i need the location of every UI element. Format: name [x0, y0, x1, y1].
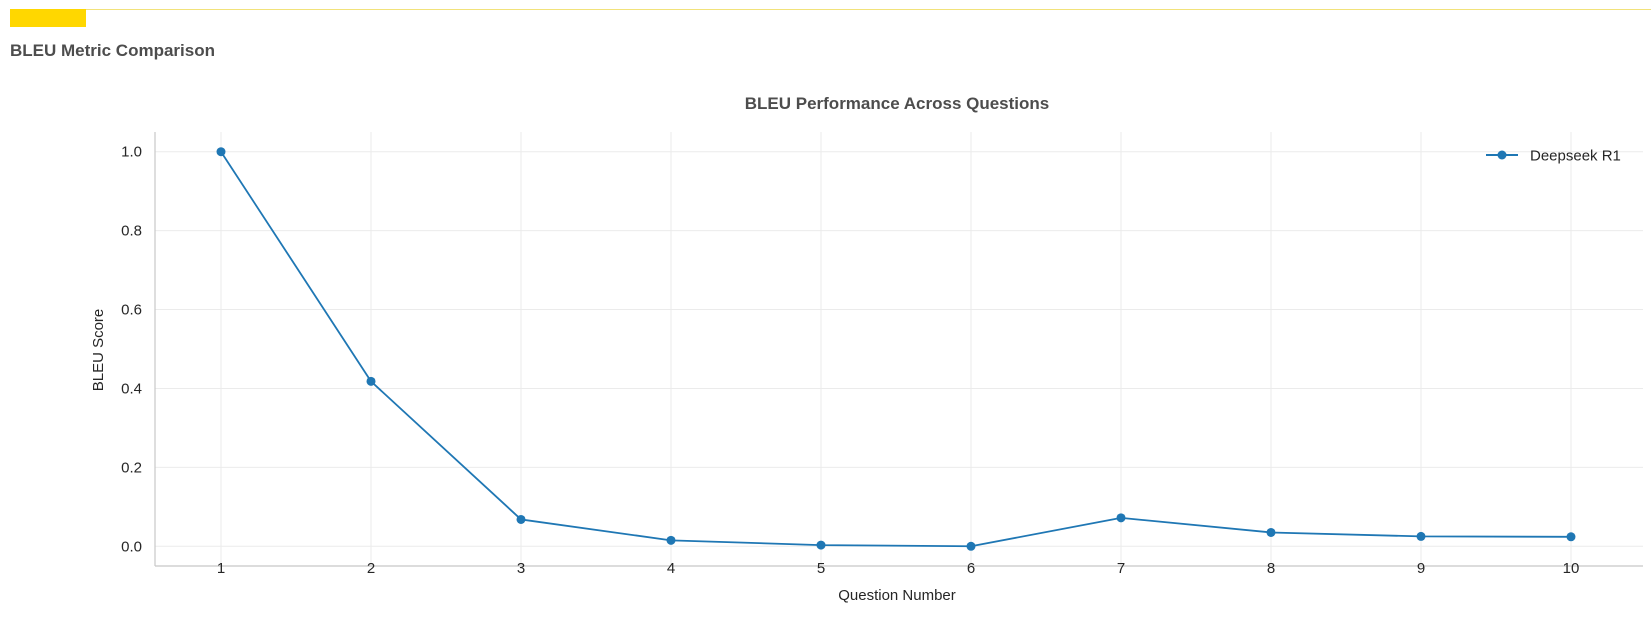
y-tick-label: 0.4: [121, 380, 142, 397]
x-tick-label: 5: [817, 560, 825, 577]
x-tick-label: 6: [967, 560, 975, 577]
grid-layer: [155, 132, 1643, 566]
data-point: [366, 376, 376, 386]
data-point: [1116, 513, 1126, 523]
x-tick-label: 9: [1417, 560, 1425, 577]
data-point: [666, 535, 676, 545]
x-tick-label: 3: [517, 560, 525, 577]
legend-label: Deepseek R1: [1530, 148, 1621, 165]
y-tick-label: 0.6: [121, 302, 142, 319]
x-tick-label: 10: [1563, 560, 1580, 577]
y-tick-label: 1.0: [121, 144, 142, 161]
axes-layer: [154, 132, 1643, 567]
ticks-layer: 1 2 3 4 5 6 7 8 9 10 0.0 0.2 0.4 0.6 0.8 1.0: [121, 144, 1579, 577]
data-point: [816, 540, 826, 550]
data-point: [216, 147, 226, 157]
x-tick-label: 7: [1117, 560, 1125, 577]
x-tick-label: 4: [667, 560, 675, 577]
x-tick-label: 1: [217, 560, 225, 577]
y-axis-label: BLEU Score: [90, 309, 107, 392]
data-point: [1566, 532, 1576, 542]
page-title: BLEU Metric Comparison: [10, 41, 215, 60]
accent-divider: [86, 9, 1651, 10]
accent-bar: [10, 9, 86, 27]
y-tick-label: 0.0: [121, 538, 142, 555]
data-point: [966, 541, 976, 551]
bleu-line-chart: 1 2 3 4 5 6 7 8 9 10 0.0 0.2 0.4 0.6 0.8 1.0 BLEU Perfo…: [90, 94, 1643, 604]
series-layer: [216, 147, 1576, 551]
data-point: [1416, 531, 1426, 541]
series-line: [220, 151, 1572, 548]
chart-title: BLEU Performance Across Questions: [745, 94, 1050, 113]
x-axis-label: Question Number: [838, 587, 956, 604]
y-tick-label: 0.8: [121, 223, 142, 240]
x-tick-label: 2: [367, 560, 375, 577]
x-tick-label: 8: [1267, 560, 1275, 577]
data-point: [1266, 527, 1276, 537]
chart-container: 1 2 3 4 5 6 7 8 9 10 0.0 0.2 0.4 0.6 0.8 1.0 BLEU Perfo…: [0, 80, 1651, 643]
legend-marker-swatch: [1497, 150, 1507, 160]
legend: Deepseek R1: [1486, 148, 1621, 165]
y-tick-label: 0.2: [121, 459, 142, 476]
data-point: [516, 514, 526, 524]
